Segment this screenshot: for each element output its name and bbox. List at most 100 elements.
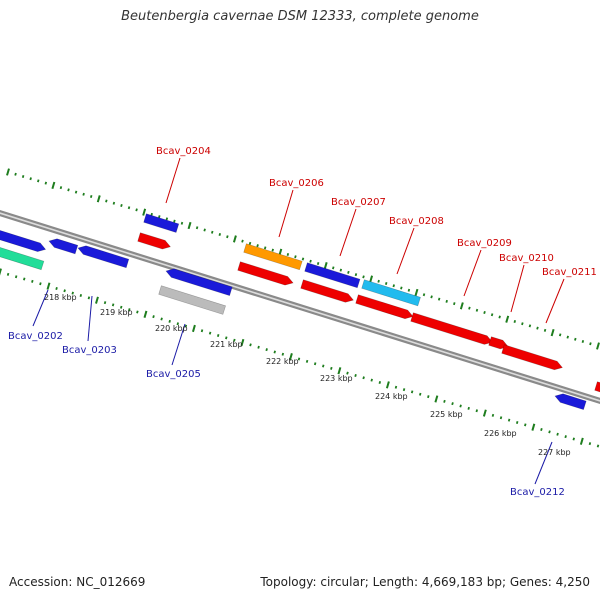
tick-lower	[427, 395, 430, 399]
tick-lower	[370, 378, 373, 382]
tick-upper	[241, 239, 244, 243]
tick-upper	[550, 328, 555, 337]
tick-lower	[23, 277, 26, 281]
gene-arrow-0205	[165, 268, 233, 296]
tick-upper	[51, 181, 56, 190]
tick-upper	[14, 172, 17, 176]
gene-arrow-0203	[77, 245, 130, 269]
tick-lower	[305, 359, 309, 363]
gene-label-bcav-0210[interactable]: Bcav_0210	[499, 253, 554, 264]
tick-lower	[128, 308, 131, 312]
topology-summary: Topology: circular; Length: 4,669,183 bp…	[260, 575, 590, 589]
tick-upper	[505, 315, 510, 323]
tick-upper	[286, 253, 290, 257]
tick-lower	[87, 296, 91, 300]
leader-line	[534, 441, 553, 485]
tick-upper	[339, 268, 343, 272]
gene-arrow-0212	[554, 393, 587, 410]
tick-lower	[225, 336, 228, 340]
tick-lower	[273, 350, 276, 354]
tick-lower	[451, 402, 454, 406]
tick-lower	[579, 437, 584, 445]
tick-lower	[572, 437, 575, 441]
leader-line	[545, 278, 565, 324]
tick-upper	[468, 306, 471, 310]
tick-lower	[95, 296, 99, 304]
tick-upper	[150, 212, 153, 216]
tick-upper	[354, 273, 358, 277]
gene-arrow-0211	[501, 344, 563, 371]
tick-upper	[483, 311, 486, 315]
leader-line	[339, 208, 357, 257]
tick-upper	[271, 248, 274, 252]
tick-upper	[195, 226, 199, 230]
gene-arrow-edge	[594, 381, 600, 393]
gene-label-bcav-0207[interactable]: Bcav_0207	[331, 197, 386, 208]
tick-upper	[377, 279, 380, 283]
gene-arrow-blue	[48, 238, 79, 255]
gene-label-bcav-0205[interactable]: Bcav_0205	[146, 369, 201, 380]
gene-label-bcav-0202[interactable]: Bcav_0202	[8, 331, 63, 342]
tick-lower	[337, 367, 342, 375]
tick-upper	[596, 342, 600, 350]
gene-label-bcav-0211[interactable]: Bcav_0211	[542, 267, 597, 278]
tick-upper	[105, 199, 108, 203]
tick-lower	[192, 324, 196, 333]
gene-label-bcav-0209[interactable]: Bcav_0209	[457, 238, 512, 249]
tick-lower	[491, 413, 495, 417]
tick-upper	[589, 342, 592, 346]
map-title: Beutenbergia cavernae DSM 12333, complet…	[121, 9, 479, 24]
scale-label: 220 kbp	[155, 324, 188, 333]
tick-upper	[581, 340, 585, 344]
tick-upper	[309, 259, 312, 263]
tick-upper	[173, 219, 176, 223]
tick-lower	[540, 428, 543, 432]
gene-label-bcav-0203[interactable]: Bcav_0203	[62, 345, 117, 356]
tick-upper	[263, 246, 267, 250]
tick-lower	[354, 373, 357, 377]
gene-label-bcav-0212[interactable]: Bcav_0212	[510, 487, 565, 498]
leader-line	[396, 227, 415, 275]
tick-upper	[256, 244, 259, 248]
tick-upper	[498, 315, 501, 319]
gene-label-bcav-0208[interactable]: Bcav_0208	[389, 216, 444, 227]
tick-lower	[103, 301, 107, 305]
gene-arrow-0208b	[355, 294, 414, 320]
tick-upper	[332, 266, 335, 270]
tick-lower	[564, 435, 567, 439]
scale-label: 219 kbp	[100, 308, 133, 317]
tick-upper	[37, 179, 40, 183]
tick-lower	[475, 409, 479, 413]
tick-lower	[63, 289, 66, 293]
tick-upper	[44, 181, 48, 185]
label-leaders	[32, 157, 565, 485]
scale-label: 225 kbp	[430, 410, 463, 419]
tick-lower	[330, 366, 333, 370]
scale-label: 221 kbp	[210, 340, 243, 349]
tick-lower	[556, 432, 559, 436]
gene-label-bcav-0204[interactable]: Bcav_0204	[156, 146, 211, 157]
tick-lower	[240, 338, 245, 347]
tick-upper	[430, 295, 433, 299]
gene-box-green	[0, 247, 45, 271]
tick-lower	[152, 315, 155, 319]
tick-lower	[402, 388, 406, 392]
tick-upper	[158, 215, 161, 219]
tick-upper	[187, 221, 192, 230]
gene-label-bcav-0206[interactable]: Bcav_0206	[269, 178, 324, 189]
tick-upper	[362, 275, 365, 279]
tick-upper	[248, 241, 252, 245]
tick-lower	[394, 385, 398, 389]
tick-upper	[369, 275, 374, 283]
gene-features	[0, 213, 600, 410]
tick-upper	[21, 174, 25, 178]
tick-lower	[71, 291, 74, 295]
accession-text: Accession: NC_012669	[9, 575, 146, 589]
scale-labels: 218 kbp 219 kbp 220 kbp 221 kbp 222 kbp 223 k…	[44, 293, 571, 457]
scale-label: 223 kbp	[320, 374, 353, 383]
scale-label: 227 kbp	[538, 448, 571, 457]
tick-lower	[499, 416, 503, 420]
tick-upper	[422, 293, 426, 297]
tick-upper	[453, 302, 456, 306]
tick-upper	[558, 333, 562, 337]
